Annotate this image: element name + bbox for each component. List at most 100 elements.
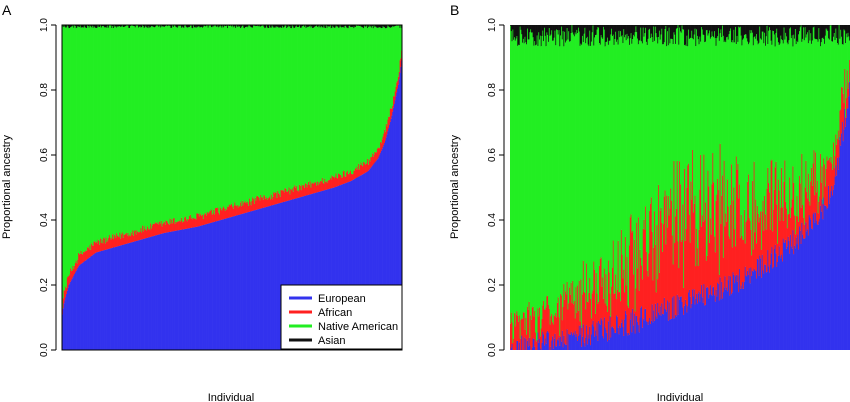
bar-segment-asian: [780, 25, 782, 36]
bar-segment-african: [794, 215, 796, 246]
bar-segment-african: [523, 312, 525, 338]
bar-segment-european: [774, 244, 776, 350]
bar-segment-african: [657, 279, 659, 303]
bar-segment-european: [346, 182, 348, 350]
bar-segment-native-american: [227, 28, 229, 207]
bar-segment-asian: [660, 25, 662, 35]
bar-segment-native-american: [81, 27, 83, 254]
bar-segment-native-american: [393, 26, 395, 97]
bar-segment-asian: [837, 25, 839, 43]
bar-segment-african: [154, 224, 156, 236]
bar-segment-african: [163, 222, 165, 234]
bar-segment-native-american: [400, 25, 402, 59]
bar-segment-asian: [73, 25, 75, 28]
bar-segment-european: [831, 185, 833, 350]
bar-segment-african: [674, 243, 676, 319]
bar-segment-native-american: [791, 35, 793, 200]
bar-segment-asian: [588, 25, 590, 47]
bar-segment-asian: [343, 25, 345, 28]
bar-segment-native-american: [828, 39, 831, 158]
bar-segment-european: [214, 221, 216, 350]
bar-segment-european: [397, 88, 399, 350]
bar-segment-asian: [673, 25, 675, 33]
bar-segment-african: [249, 198, 251, 212]
bar-segment-native-american: [652, 42, 654, 281]
bar-segment-asian: [296, 25, 298, 28]
bar-segment-european: [254, 210, 256, 350]
bar-segment-native-american: [267, 28, 269, 199]
bar-segment-african: [839, 110, 841, 137]
bar-segment-native-american: [518, 45, 521, 316]
bar-segment-african: [667, 195, 670, 321]
bar-segment-native-american: [631, 43, 633, 233]
bar-segment-european: [334, 187, 336, 350]
bar-segment-african: [615, 274, 617, 333]
bar-segment-asian: [376, 25, 379, 28]
bar-segment-native-american: [118, 26, 120, 238]
bar-segment-native-american: [585, 43, 587, 310]
bar-segment-asian: [384, 25, 386, 28]
bar-segment-asian: [751, 25, 753, 31]
bar-segment-asian: [730, 25, 732, 29]
bar-segment-european: [225, 218, 227, 350]
bar-segment-european: [76, 269, 78, 350]
bar-segment-african: [683, 287, 685, 315]
bar-segment-asian: [276, 25, 278, 28]
bar-segment-asian: [182, 25, 184, 28]
bar-segment-native-american: [143, 28, 145, 227]
bar-segment-native-american: [249, 25, 251, 199]
bar-segment-asian: [252, 25, 254, 28]
bar-segment-african: [331, 175, 333, 189]
bar-segment-african: [302, 186, 304, 197]
bar-segment-african: [62, 298, 64, 309]
bar-segment-african: [526, 334, 528, 350]
bar-segment-asian: [661, 25, 663, 29]
bar-segment-native-american: [108, 27, 110, 238]
bar-segment-native-american: [668, 27, 670, 216]
bar-segment-native-american: [186, 27, 188, 222]
bar-segment-native-american: [646, 44, 648, 271]
bar-segment-african: [206, 211, 209, 224]
bar-segment-european: [115, 246, 117, 350]
bar-segment-european: [772, 268, 774, 350]
bar-segment-african: [601, 286, 603, 321]
bar-segment-native-american: [607, 37, 609, 312]
bar-segment-asian: [302, 25, 304, 27]
bar-segment-european: [549, 346, 551, 350]
bar-segment-asian: [202, 25, 205, 27]
bar-segment-native-american: [214, 25, 216, 215]
bar-segment-european: [361, 174, 363, 350]
bar-segment-asian: [116, 25, 118, 28]
bar-segment-asian: [611, 25, 613, 29]
bar-segment-asian: [162, 25, 164, 27]
bar-segment-european: [243, 213, 245, 350]
bar-segment-native-american: [356, 25, 358, 167]
bar-segment-african: [524, 329, 526, 350]
bar-segment-asian: [663, 25, 665, 45]
bar-segment-european: [297, 197, 299, 350]
bar-segment-european: [229, 217, 231, 350]
bar-segment-asian: [390, 25, 392, 27]
bar-segment-asian: [352, 25, 354, 27]
bar-segment-asian: [369, 25, 371, 27]
bar-segment-african: [522, 312, 525, 350]
bar-segment-european: [348, 181, 350, 350]
bar-segment-native-american: [522, 42, 524, 319]
bar-segment-european: [658, 312, 660, 350]
bar-segment-african: [177, 221, 179, 231]
bar-segment-african: [243, 202, 245, 214]
bar-segment-asian: [680, 25, 682, 32]
bar-segment-asian: [758, 25, 760, 43]
bar-segment-african: [257, 196, 260, 210]
bar-segment-european: [205, 224, 207, 350]
bar-segment-native-american: [824, 43, 826, 165]
bar-segment-african: [375, 152, 377, 162]
bar-segment-european: [114, 247, 116, 350]
bar-segment-native-american: [157, 25, 159, 223]
bar-segment-asian: [736, 25, 738, 36]
bar-segment-native-american: [192, 28, 194, 220]
bar-segment-african: [347, 173, 349, 183]
bar-segment-african: [629, 217, 631, 320]
bar-segment-african: [760, 249, 763, 278]
bar-segment-native-american: [565, 42, 567, 292]
